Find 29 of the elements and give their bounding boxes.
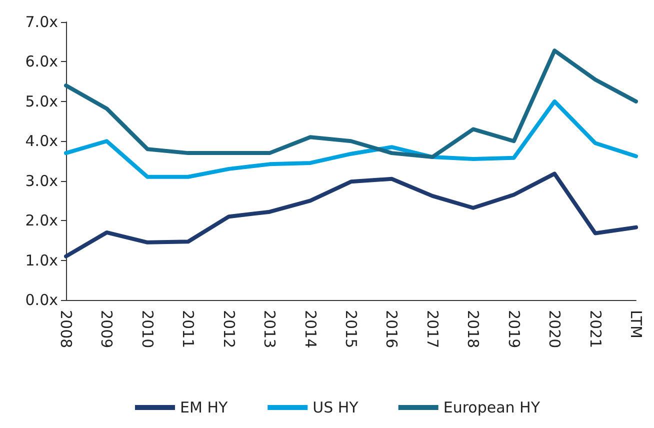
x-tick-label: 2011	[179, 310, 198, 348]
y-tick-label: 2.0x	[25, 212, 58, 230]
x-tick-label: 2008	[57, 310, 75, 348]
y-tick-label: 7.0x	[25, 13, 58, 31]
x-tick-label: 2012	[220, 310, 238, 348]
legend-label: US HY	[312, 398, 360, 416]
x-tick-label: 2015	[342, 310, 360, 348]
y-tick-label: 1.0x	[25, 251, 58, 270]
x-tick-label: 2017	[423, 310, 442, 348]
x-tick-label: 2009	[98, 310, 116, 348]
x-tick-label: 2020	[546, 310, 564, 348]
x-tick-label: 2014	[301, 310, 320, 348]
line-series	[64, 48, 638, 160]
x-tick-label: 2016	[382, 310, 401, 348]
x-tick-label: 2018	[464, 310, 482, 348]
x-tick-label: 2019	[504, 310, 523, 348]
legend-label: European HY	[443, 398, 541, 416]
y-tick-label: 5.0x	[25, 92, 58, 110]
line-series	[64, 172, 638, 258]
y-tick-label: 6.0x	[25, 52, 58, 71]
y-tick-label: 0.0x	[25, 291, 58, 309]
y-tick-label: 4.0x	[25, 132, 58, 150]
y-tick-label: 3.0x	[25, 172, 58, 190]
x-tick-label: 2013	[260, 310, 279, 348]
x-tick-label: LTM	[627, 310, 645, 338]
line-series	[64, 99, 638, 179]
x-tick-label: 2010	[138, 310, 156, 348]
x-tick-label: 2021	[586, 310, 604, 348]
legend-label: EM HY	[180, 398, 228, 416]
